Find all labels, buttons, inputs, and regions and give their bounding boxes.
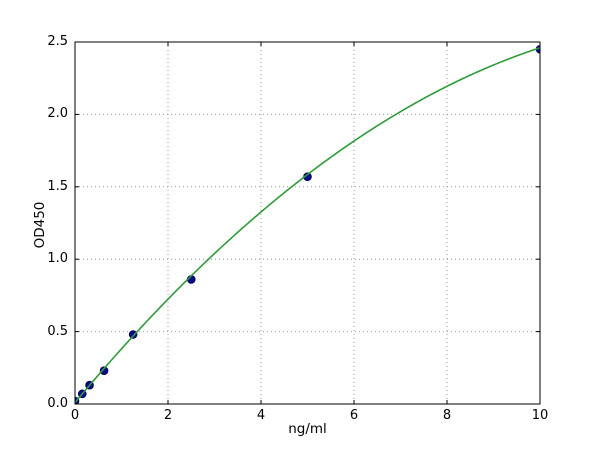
x-tick-label: 8 [442,408,452,423]
data-points-group [75,44,540,404]
x-tick-label: 10 [531,408,549,423]
y-tick-label: 1.5 [47,178,68,194]
x-tick-label: 4 [256,408,266,423]
y-tick-label: 0.0 [47,396,68,411]
fit-curve [75,47,540,404]
y-tick-label: 0.5 [47,323,68,339]
x-tick-label: 6 [349,408,359,423]
y-tick-label: 1.0 [47,251,68,267]
data-point [128,330,138,339]
data-point [99,366,109,376]
x-tick-label: 0 [70,408,80,423]
x-axis-label: ng/ml [288,421,327,437]
x-tick-label: 2 [163,408,173,423]
y-tick-label: 2.5 [47,34,68,49]
y-tick-label: 2.0 [47,106,68,122]
plot-border [74,41,541,405]
